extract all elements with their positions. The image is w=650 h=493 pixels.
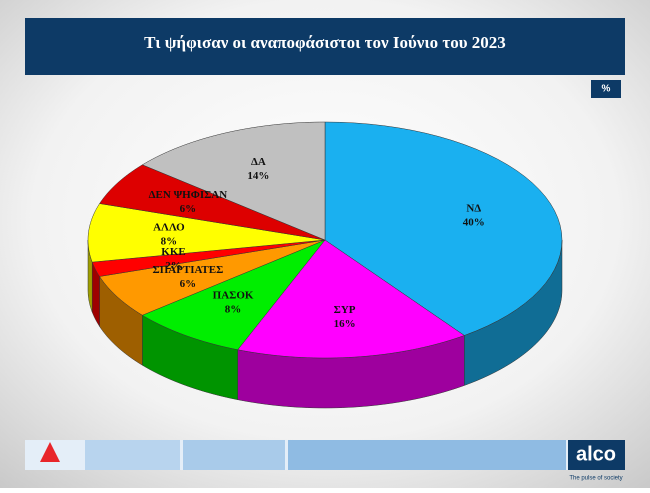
title-bar bbox=[25, 18, 625, 75]
pie-slice bbox=[324, 121, 563, 336]
pie-slice bbox=[237, 239, 465, 359]
slice-label: ΣΥΡ bbox=[334, 304, 356, 316]
pie-sides bbox=[87, 239, 563, 409]
left-logo bbox=[40, 442, 60, 462]
footer-block bbox=[288, 440, 566, 470]
chart-title: Τι ψήφισαν οι αναποφάσιστοι τον Ιούνιο τ… bbox=[144, 33, 506, 52]
pie-slice bbox=[87, 203, 326, 263]
footer-block bbox=[85, 440, 180, 470]
slice-label: ΔΕΝ ΨΗΦΙΣΑΝ bbox=[149, 189, 228, 201]
slice-label: ΠΑΣΟΚ bbox=[213, 290, 254, 302]
unit-label: % bbox=[602, 84, 611, 95]
brand-box bbox=[568, 440, 625, 470]
slice-label: ΔΑ bbox=[251, 156, 266, 168]
slice-label: ΝΔ bbox=[466, 202, 481, 214]
brand: alco bbox=[576, 443, 616, 465]
slice-value-label: 8% bbox=[161, 236, 178, 248]
slice-label: ΚΚΕ bbox=[161, 246, 185, 258]
unit-box bbox=[591, 80, 621, 98]
pie-slice bbox=[141, 121, 326, 241]
pie-slice bbox=[99, 239, 326, 316]
slice-label: ΣΠΑΡΤΙΑΤΕΣ bbox=[153, 264, 224, 276]
pie-slice bbox=[99, 164, 326, 241]
pie: ΝΔ 40% ΣΥΡ 16% ΠΑΣΟΚ 8% ΣΠΑΡΤΙΑΤΕΣ 6% ΚΚΕ 2% ΑΛΛΟ 8… bbox=[87, 121, 563, 409]
footer: alco The pulse of society bbox=[25, 440, 625, 482]
pie-tops bbox=[87, 121, 563, 359]
pie-slice bbox=[141, 239, 326, 350]
pie-slice bbox=[91, 239, 326, 277]
slice-value-label: 6% bbox=[180, 203, 197, 215]
slice-value-label: 40% bbox=[463, 216, 485, 228]
slice-label: ΑΛΛΟ bbox=[153, 222, 185, 234]
slice-value-label: 14% bbox=[247, 170, 269, 182]
slice-value-label: 6% bbox=[180, 278, 197, 290]
slice-value-label: 2% bbox=[165, 260, 182, 272]
pie-labels: ΝΔ 40% ΣΥΡ 16% ΠΑΣΟΚ 8% ΣΠΑΡΤΙΑΤΕΣ 6% ΚΚΕ 2% ΑΛΛΟ 8… bbox=[149, 156, 485, 330]
footer-block bbox=[183, 440, 285, 470]
slice-value-label: 16% bbox=[334, 318, 356, 330]
slice-value-label: 8% bbox=[225, 304, 242, 316]
tagline: The pulse of society bbox=[569, 476, 622, 482]
